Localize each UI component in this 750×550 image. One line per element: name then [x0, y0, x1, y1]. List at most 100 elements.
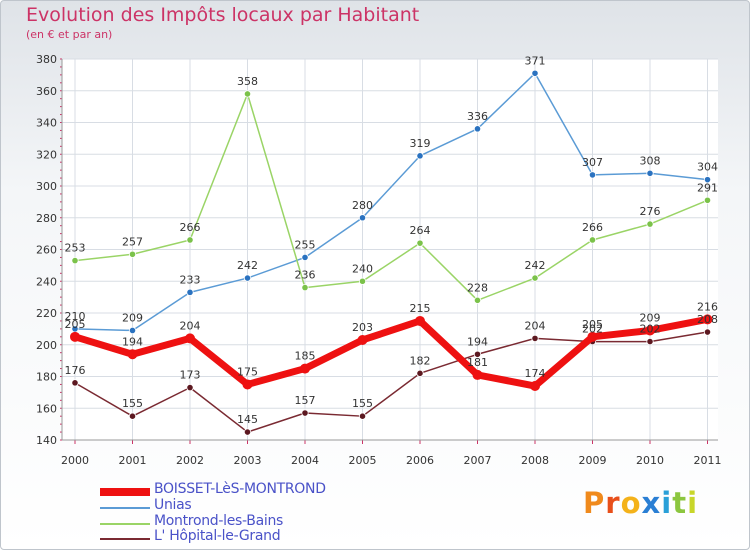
- data-point: [415, 315, 425, 326]
- data-point: [243, 90, 252, 98]
- data-point: [127, 349, 138, 360]
- data-point: [531, 334, 539, 342]
- data-label: 181: [467, 356, 488, 369]
- legend-swatch-hopital: [100, 538, 150, 540]
- legend-swatch-montrond: [100, 523, 150, 525]
- data-label: 204: [180, 319, 201, 332]
- x-tick-label: 2008: [521, 454, 549, 467]
- data-point: [703, 196, 712, 204]
- x-tick-label: 2001: [119, 454, 147, 467]
- data-label: 202: [640, 323, 661, 336]
- series-line: [71, 315, 711, 390]
- data-label: 319: [410, 137, 431, 150]
- legend-swatch-boisset: [100, 488, 150, 496]
- y-tick-label: 340: [36, 117, 57, 130]
- x-tick-label: 2009: [579, 454, 607, 467]
- data-point: [703, 176, 712, 184]
- x-tick-label: 2010: [636, 454, 664, 467]
- data-point: [71, 379, 79, 387]
- logo-letter: P: [583, 486, 606, 520]
- data-point: [530, 381, 540, 392]
- chart-title: Evolution des Impôts locaux par Habitant: [26, 4, 420, 26]
- y-tick-label: 240: [36, 275, 57, 288]
- x-tick-label: 2005: [349, 454, 377, 467]
- data-point: [358, 412, 367, 420]
- data-label: 210: [65, 310, 86, 323]
- series-line: [74, 93, 709, 302]
- logo-letter: t: [672, 486, 688, 520]
- data-label: 264: [410, 224, 431, 237]
- legend-label-hopital: L' Hôpital-le-Grand: [154, 528, 281, 544]
- data-label: 308: [640, 154, 661, 167]
- data-point: [587, 331, 598, 342]
- legend-label-boisset: BOISSET-LèS-MONTROND: [154, 481, 326, 497]
- data-label: 157: [295, 394, 316, 407]
- data-point: [128, 250, 137, 258]
- legend-label-montrond: Montrond-les-Bains: [154, 513, 284, 529]
- data-point: [646, 337, 654, 346]
- data-point: [243, 274, 252, 282]
- data-point: [128, 326, 137, 335]
- logo-letter: r: [605, 486, 621, 520]
- data-point: [301, 409, 309, 417]
- data-label: 371: [525, 54, 546, 67]
- data-point: [358, 214, 367, 222]
- x-tick-label: 2002: [176, 454, 204, 467]
- data-label: 185: [295, 350, 316, 363]
- data-point: [588, 236, 597, 244]
- data-label: 155: [122, 397, 143, 410]
- data-point: [531, 69, 539, 77]
- data-label: 175: [237, 365, 258, 378]
- data-label: 276: [640, 205, 661, 218]
- series-line: [74, 331, 709, 433]
- data-point: [645, 325, 655, 336]
- data-point: [301, 253, 309, 262]
- data-point: [473, 350, 482, 358]
- data-point: [71, 257, 79, 265]
- y-tick-label: 220: [36, 307, 57, 320]
- data-label: 236: [295, 269, 316, 282]
- y-tick-label: 380: [36, 53, 57, 66]
- x-tick-label: 2011: [694, 454, 722, 467]
- data-label: 304: [697, 161, 718, 174]
- data-point: [357, 334, 368, 345]
- x-tick-label: 2000: [61, 454, 89, 467]
- y-tick-label: 280: [36, 212, 57, 225]
- data-point: [186, 236, 194, 244]
- y-tick-label: 320: [36, 148, 57, 161]
- data-point: [185, 333, 195, 344]
- data-label: 209: [640, 311, 661, 324]
- data-label: 307: [582, 156, 603, 169]
- data-label: 205: [65, 318, 86, 331]
- data-label: 228: [467, 281, 488, 294]
- data-label: 194: [122, 335, 143, 348]
- chart-subtitle: (en € et par an): [26, 28, 113, 41]
- data-point: [416, 152, 424, 160]
- data-label: 204: [525, 319, 546, 332]
- data-label: 216: [697, 300, 718, 313]
- data-point: [473, 125, 482, 133]
- data-label: 203: [352, 321, 373, 334]
- data-label: 215: [410, 302, 431, 315]
- data-label: 291: [697, 181, 718, 194]
- logo-letter: i: [661, 486, 673, 520]
- legend-swatch-unias: [100, 507, 150, 509]
- logo-letter: o: [620, 486, 642, 520]
- data-label: 242: [237, 259, 258, 272]
- data-point: [186, 384, 194, 392]
- proxiti-logo: Proxiti: [583, 486, 698, 520]
- data-point: [646, 169, 654, 177]
- data-label: 255: [295, 238, 316, 251]
- y-tick-label: 200: [36, 339, 57, 352]
- y-tick-label: 360: [36, 85, 57, 98]
- data-label: 205: [582, 318, 603, 331]
- data-point: [70, 331, 80, 342]
- data-label: 182: [410, 354, 431, 367]
- data-label: 173: [180, 369, 201, 382]
- x-tick-label: 2006: [406, 454, 434, 467]
- data-label: 194: [467, 335, 488, 348]
- data-point: [416, 369, 424, 377]
- data-label: 202: [582, 323, 603, 336]
- data-label: 208: [697, 313, 718, 326]
